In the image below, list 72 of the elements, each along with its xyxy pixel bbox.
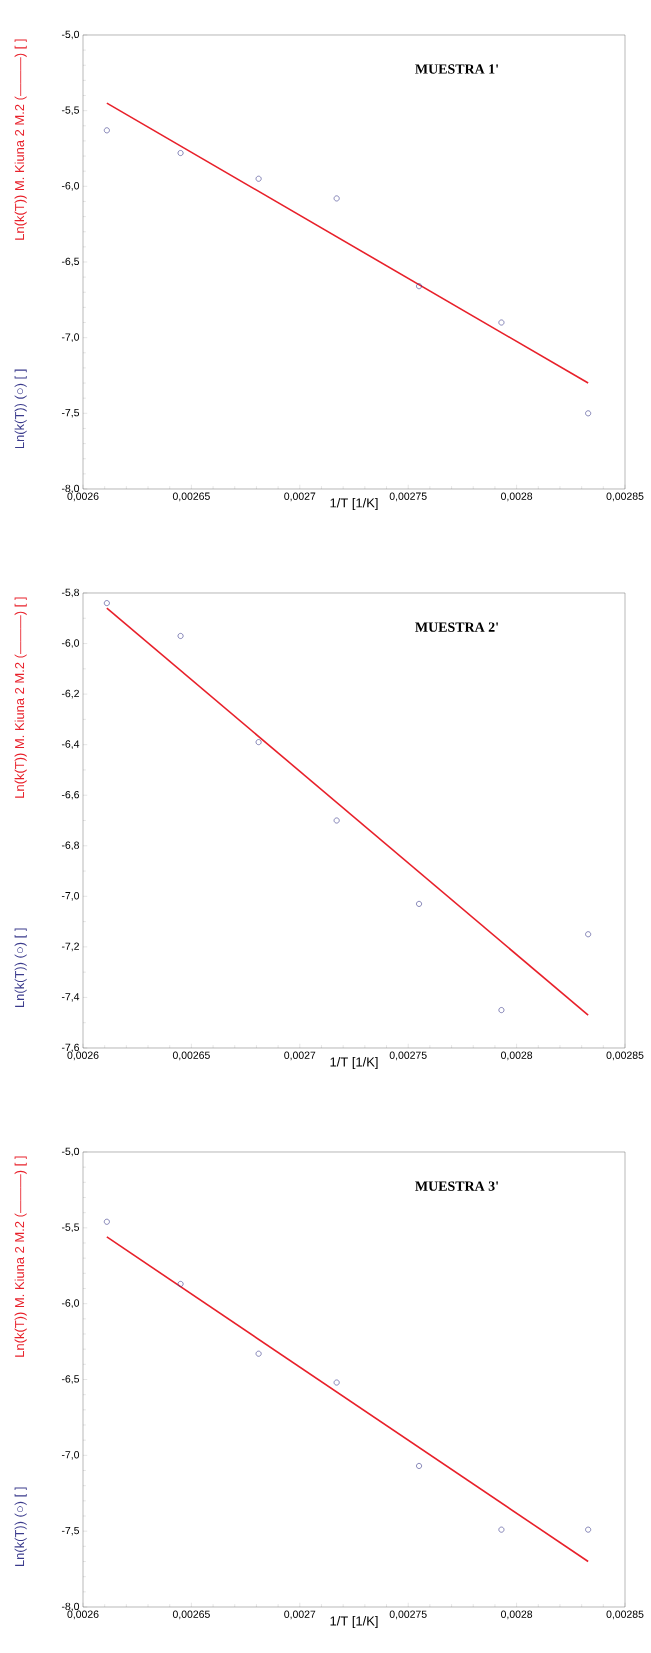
y-tick-label: -6,0 bbox=[61, 639, 80, 648]
y-tick-label: -7,0 bbox=[61, 892, 80, 901]
x-tick-label: 0,0026 bbox=[67, 1051, 99, 1061]
point bbox=[333, 817, 340, 824]
y-tick-label: -5,0 bbox=[61, 30, 80, 40]
point bbox=[498, 319, 505, 326]
text: Ln(k(T)) M. Kiuna 2 M.2 (———) [ ] bbox=[14, 39, 27, 240]
point bbox=[103, 600, 110, 606]
x-tick-label: 0,0028 bbox=[501, 1051, 533, 1061]
y-tick-label: -6,0 bbox=[61, 1299, 80, 1308]
point bbox=[416, 901, 422, 907]
point bbox=[255, 175, 262, 182]
text: MUESTRA 2' bbox=[415, 622, 498, 632]
y-tick-label: -7,2 bbox=[61, 942, 79, 952]
y-tick-label: -5,5 bbox=[61, 1223, 80, 1233]
y-tick-label: -6,4 bbox=[61, 740, 80, 749]
x-tick-label: 0,00285 bbox=[606, 1610, 644, 1620]
x-axis-title: 1/T [1/K] bbox=[330, 1616, 378, 1629]
text: MUESTRA 1' bbox=[415, 64, 498, 74]
y-tick-label: -6,8 bbox=[61, 841, 80, 851]
point bbox=[498, 1526, 505, 1533]
point bbox=[255, 1350, 262, 1357]
point bbox=[585, 931, 592, 938]
x-tick-label: 0,0027 bbox=[284, 1610, 316, 1620]
y-tick-label: -6,5 bbox=[61, 1375, 80, 1384]
text: Ln(k(T)) M. Kiuna 2 M.2 (———) [ ] bbox=[14, 1156, 27, 1357]
text: Ln(k(T)) M. Kiuna 2 M.2 (———) [ ] bbox=[14, 597, 27, 798]
text: MUESTRA 3' bbox=[415, 1181, 498, 1191]
point bbox=[103, 127, 110, 134]
x-tick-label: 0,0028 bbox=[501, 1610, 533, 1620]
text: Ln(k(T)) (○) [ ] bbox=[14, 928, 27, 1008]
y-tick-label: -7,5 bbox=[61, 409, 80, 418]
y-tick-label: -7,5 bbox=[61, 1526, 80, 1536]
y-tick-label: -7,0 bbox=[61, 1451, 80, 1460]
x-tick-label: 0,00265 bbox=[172, 1051, 210, 1061]
point bbox=[103, 1218, 110, 1225]
point bbox=[177, 150, 184, 156]
point bbox=[333, 195, 340, 202]
y-tick-label: -6,0 bbox=[61, 182, 80, 191]
point bbox=[177, 1281, 184, 1287]
y-tick-label: -7,0 bbox=[61, 333, 80, 342]
y-tick-label: -7,4 bbox=[61, 993, 80, 1002]
x-tick-label: 0,0028 bbox=[501, 492, 533, 502]
x-tick-label: 0,00265 bbox=[172, 492, 210, 502]
text: Ln(k(T)) (○) [ ] bbox=[14, 369, 27, 449]
x-tick-label: 0,0027 bbox=[284, 492, 316, 502]
x-tick-label: 0,00275 bbox=[389, 1051, 427, 1061]
x-axis-title: 1/T [1/K] bbox=[330, 1056, 378, 1070]
point bbox=[177, 633, 184, 639]
x-tick-label: 0,0026 bbox=[67, 492, 99, 502]
x-tick-label: 0,00285 bbox=[606, 1051, 644, 1061]
text: Ln(k(T)) (○) [ ] bbox=[14, 1487, 27, 1567]
point bbox=[585, 1526, 592, 1533]
point bbox=[416, 283, 422, 290]
point bbox=[416, 1463, 422, 1469]
x-tick-label: 0,00275 bbox=[389, 1610, 427, 1620]
y-tick-label: -6,6 bbox=[61, 790, 80, 800]
y-tick-label: -6,2 bbox=[61, 689, 79, 699]
point bbox=[585, 410, 592, 417]
x-tick-label: 0,0026 bbox=[67, 1610, 99, 1620]
x-tick-label: 0,00265 bbox=[172, 1610, 210, 1620]
x-tick-label: 0,00275 bbox=[389, 492, 427, 502]
x-axis-title: 1/T [1/K] bbox=[330, 497, 378, 511]
y-tick-label: -6,5 bbox=[61, 257, 80, 267]
y-tick-label: -5,0 bbox=[61, 1147, 80, 1157]
point bbox=[255, 739, 262, 746]
y-tick-label: -5,8 bbox=[61, 588, 80, 598]
x-tick-label: 0,00285 bbox=[606, 492, 644, 502]
y-tick-label: -5,5 bbox=[61, 106, 80, 115]
point bbox=[333, 1379, 340, 1386]
x-tick-label: 0,0027 bbox=[284, 1051, 316, 1061]
point bbox=[498, 1007, 505, 1013]
